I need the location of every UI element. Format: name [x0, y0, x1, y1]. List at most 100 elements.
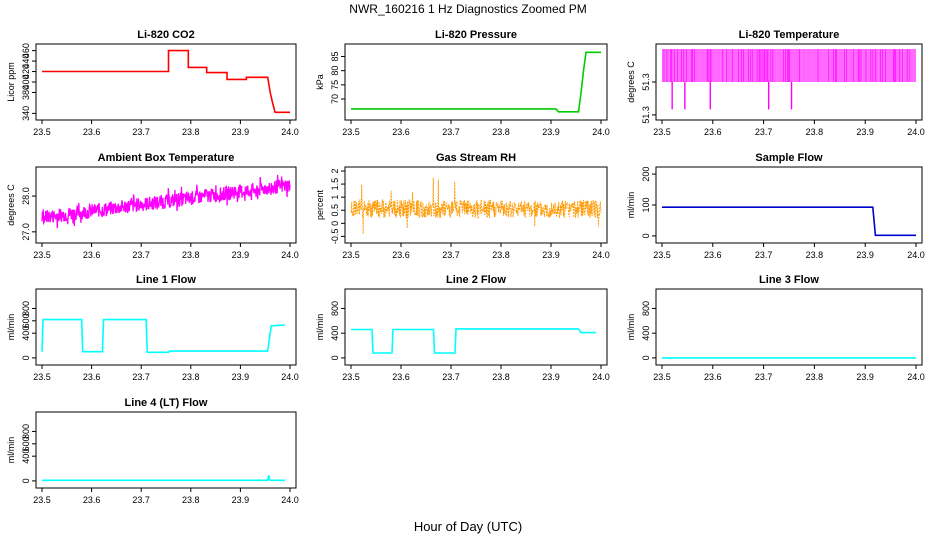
x-tick-label: 23.9: [856, 372, 874, 382]
y-tick-label: 460: [21, 43, 31, 58]
y-axis-label: ml/min: [315, 314, 325, 341]
x-tick-label: 24.0: [281, 495, 299, 505]
y-tick-label: 1: [330, 195, 340, 200]
x-tick-label: 24.0: [281, 250, 299, 260]
panel-1: Li-820 CO2 23.5 23.6 23.7 23.8 23.9 24.0 340 380…: [6, 29, 299, 137]
series-line: [662, 206, 916, 237]
x-tick-label: 23.5: [342, 127, 360, 137]
x-tick-label: 24.0: [592, 372, 610, 382]
x-tick-label: 23.7: [132, 250, 150, 260]
x-tick-label: 23.9: [542, 127, 560, 137]
y-tick-label: 27.0: [21, 223, 31, 241]
y-axis-label: ml/min: [6, 437, 16, 464]
x-axis: 23.5 23.6 23.7 23.8 23.9 24.0: [33, 365, 299, 382]
panel-title: Ambient Box Temperature: [98, 152, 235, 164]
x-tick-label: 24.0: [592, 127, 610, 137]
y-axis: 70 75 80 85: [330, 51, 345, 104]
plot-frame: [35, 43, 297, 121]
y-tick-label: 75: [330, 80, 340, 90]
x-tick-label: 23.6: [392, 250, 410, 260]
series-line: [41, 174, 291, 229]
x-tick-label: 23.5: [33, 250, 51, 260]
x-tick-label: 24.0: [907, 372, 925, 382]
x-tick-label: 23.7: [755, 127, 773, 137]
series-group: [41, 174, 291, 229]
y-tick-label: 2: [330, 168, 340, 173]
series-line: [351, 328, 596, 354]
x-tick-label: 23.6: [704, 127, 722, 137]
x-tick-label: 23.6: [83, 250, 101, 260]
x-tick-label: 23.5: [33, 495, 51, 505]
x-tick-label: 23.6: [83, 495, 101, 505]
y-axis-label: degrees C: [6, 184, 16, 226]
y-tick-label: 800: [330, 301, 340, 316]
x-tick-label: 23.7: [442, 250, 460, 260]
panel-title: Sample Flow: [755, 152, 823, 164]
x-tick-label: 23.8: [806, 372, 824, 382]
plot-frame: [35, 411, 297, 489]
y-tick-label: 0: [21, 478, 31, 483]
x-tick-label: 23.8: [182, 250, 200, 260]
y-tick-label: 400: [330, 326, 340, 341]
y-tick-label: -0.5: [330, 229, 340, 245]
figure-title: NWR_160216 1 Hz Diagnostics Zoomed PM: [349, 2, 586, 16]
y-axis: -0.5 0 0.5 1 1.5 2: [330, 168, 345, 244]
y-tick-label: 800: [21, 424, 31, 439]
x-tick-label: 23.8: [182, 372, 200, 382]
x-tick-label: 23.6: [392, 127, 410, 137]
x-tick-label: 23.8: [806, 250, 824, 260]
x-axis: 23.5 23.6 23.7 23.8 23.9 24.0: [33, 120, 299, 137]
plot-frame: [344, 166, 608, 244]
panel-4: Ambient Box Temperature 23.5 23.6 23.7 23.8 2…: [6, 152, 299, 260]
x-tick-label: 23.7: [132, 372, 150, 382]
y-axis-label: percent: [315, 189, 325, 220]
x-tick-label: 23.5: [33, 127, 51, 137]
x-axis: 23.5 23.6 23.7 23.8 23.9 24.0: [342, 243, 610, 260]
panel-5: Gas Stream RH 23.5 23.6 23.7 23.8 23.9 24.0 -0.…: [315, 152, 610, 260]
y-tick-label: 85: [330, 51, 340, 61]
y-tick-label: 100: [641, 197, 651, 212]
series-line: [42, 49, 290, 114]
panel-title: Li-820 Temperature: [739, 29, 840, 41]
y-tick-label: 0: [330, 221, 340, 226]
series-group: [41, 318, 286, 354]
x-tick-label: 23.5: [653, 372, 671, 382]
y-tick-label: 800: [21, 301, 31, 316]
x-tick-label: 23.7: [755, 250, 773, 260]
x-tick-label: 24.0: [907, 250, 925, 260]
y-tick-label: 0: [330, 355, 340, 360]
y-tick-label: 400: [21, 326, 31, 341]
y-tick-label: 0.5: [330, 204, 340, 217]
y-tick-label: 440: [21, 54, 31, 69]
x-tick-label: 23.6: [704, 372, 722, 382]
x-tick-label: 23.8: [806, 127, 824, 137]
y-axis-label: Licor ppm: [6, 62, 16, 102]
panel-7: Line 1 Flow 23.5 23.6 23.7 23.8 23.9 24.0 0 4006…: [6, 274, 299, 382]
y-tick-label: 0: [21, 355, 31, 360]
plot-frame: [35, 166, 297, 244]
x-tick-label: 23.9: [542, 250, 560, 260]
x-tick-label: 23.9: [232, 495, 250, 505]
x-axis: 23.5 23.6 23.7 23.8 23.9 24.0: [653, 120, 925, 137]
x-tick-label: 23.7: [755, 372, 773, 382]
y-tick-label: 600: [21, 436, 31, 451]
plot-frame: [35, 288, 297, 366]
y-tick-label: 400: [21, 74, 31, 89]
panel-2: Li-820 Pressure 23.5 23.6 23.7 23.8 23.9 24.0 7…: [315, 29, 610, 137]
panel-9: Line 3 Flow 23.5 23.6 23.7 23.8 23.9 24.0 0 400 8…: [626, 274, 925, 382]
panel-title: Line 2 Flow: [446, 274, 506, 286]
panel-title: Line 3 Flow: [759, 274, 819, 286]
series-line: [351, 51, 601, 113]
panels: Li-820 CO2 23.5 23.6 23.7 23.8 23.9 24.0 340 380…: [6, 29, 925, 505]
y-tick-label: 400: [641, 326, 651, 341]
y-tick-label: 0: [641, 233, 651, 238]
x-tick-label: 23.7: [442, 127, 460, 137]
panel-6: Sample Flow 23.5 23.6 23.7 23.8 23.9 24.0 0 100 2…: [626, 152, 925, 260]
series-group: [351, 51, 601, 113]
plot-frame: [344, 43, 608, 121]
x-tick-label: 23.7: [132, 127, 150, 137]
x-axis: 23.5 23.6 23.7 23.8 23.9 24.0: [342, 365, 610, 382]
